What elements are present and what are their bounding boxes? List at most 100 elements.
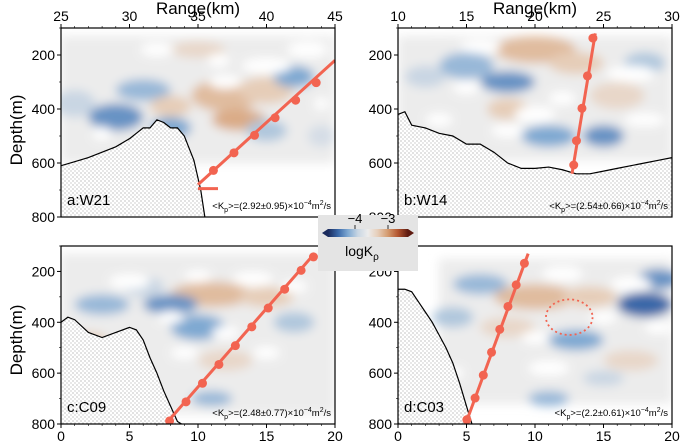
heatmap-cell (480, 317, 535, 338)
x-tick-label: 0 (57, 428, 65, 444)
annotation-sup: −4 (304, 200, 312, 207)
heatmap-field (61, 36, 335, 163)
trench-marker (250, 130, 260, 140)
annotation-part: m (312, 201, 320, 212)
x-tick-label: 20 (527, 8, 543, 24)
heatmap-cell (452, 273, 508, 295)
heatmap-gap (541, 266, 583, 282)
seafloor-fill (61, 119, 205, 217)
annotation-part: m (312, 408, 320, 419)
heatmap-cell (418, 36, 460, 53)
panel-label: b:W14 (404, 192, 447, 209)
annotation-part: /s (324, 408, 332, 419)
x-tick-label: 5 (126, 428, 134, 444)
x-tick-label: 0 (394, 428, 402, 444)
trench-marker (270, 113, 280, 123)
chart-panel: b:W14 <Kp>=(2.54±0.66)×10−4m2/s 10 15 20 25 30… (369, 8, 680, 225)
annotation-part: <K (549, 201, 562, 212)
heatmap-cell (404, 65, 446, 88)
seafloor-line (61, 316, 182, 424)
trench-marker (588, 33, 598, 43)
y-tick-label: 400 (32, 314, 56, 330)
colorbar-gradient (328, 229, 408, 237)
y-tick-label: 800 (32, 209, 56, 225)
annotation-part: >=(2.92±0.95)×10 (228, 201, 304, 212)
range-axis-title-right: Range(km) (493, 0, 577, 18)
heatmap-cell (232, 375, 274, 397)
seafloor-fill (61, 317, 182, 424)
x-tick-label: 40 (259, 8, 275, 24)
y-tick-label: 600 (369, 155, 393, 171)
heatmap-gap (314, 96, 329, 111)
x-tick-label: 25 (596, 8, 612, 24)
trench-marker (296, 265, 306, 275)
annotation-part: /s (661, 408, 669, 419)
trench-marker (291, 95, 301, 105)
trench-marker (487, 347, 497, 357)
heatmap-gap (548, 91, 577, 105)
heatmap-gap (170, 346, 198, 360)
heatmap-gap (108, 273, 151, 290)
heatmap-gap (589, 310, 618, 324)
chart-panel: c:C09 <Kp>=(2.48±0.77)×10−4m2/s 0 5 10 15 20 20… (32, 245, 343, 444)
heatmap-cell (582, 370, 625, 386)
heatmap-cell (307, 125, 335, 147)
diffusivity-annotation: <Kp>=(2.54±0.66)×10−4m2/s (549, 200, 668, 214)
trench-marker (503, 301, 513, 311)
colorbar-label: logKρ (345, 243, 379, 263)
annotation-part: <K (555, 408, 568, 419)
heatmap-cell (143, 294, 199, 315)
x-tick-label: 20 (327, 428, 343, 444)
heatmap-gap (606, 65, 656, 82)
chart-panel: d:C03 <Kp>=(2.2±0.61)×10−4m2/s0 5 10 15 20200… (369, 245, 680, 444)
heatmap-field (398, 36, 672, 161)
heatmap-gap (211, 326, 240, 339)
annotation-sup: 2 (320, 407, 324, 414)
heatmap-gap (528, 360, 570, 376)
panel-label: c:C09 (67, 399, 106, 416)
heatmap-gap (287, 41, 329, 58)
y-tick-label: 400 (369, 101, 393, 117)
diffusivity-annotation: <Kp>=(2.48±0.77)×10−4m2/s (212, 407, 331, 421)
chart-panel: a:W21 <Kp>=(2.92±0.95)×10−4m2/s 25 30 35 40 45… (32, 8, 343, 225)
anomaly-circle (545, 298, 594, 336)
colorbar-label-main: logK (345, 243, 374, 259)
heatmap-gap (241, 57, 292, 74)
heatmap-cell (88, 103, 144, 131)
annotation-sup: 2 (320, 200, 324, 207)
y-tick-label: 200 (369, 47, 393, 63)
colorbar-left-arrow (322, 229, 328, 237)
heatmap-gap (491, 123, 525, 138)
trench-marker (311, 78, 321, 88)
x-tick-label: 30 (122, 8, 138, 24)
trench-marker (478, 370, 488, 380)
trench-marker (470, 393, 480, 403)
x-tick-label: 25 (53, 8, 69, 24)
y-tick-label: 800 (32, 416, 56, 432)
panels: a:W21 <Kp>=(2.92±0.95)×10−4m2/s25 30 35 40 45… (32, 8, 680, 444)
seafloor-fill (398, 111, 672, 217)
annotation-part: /s (324, 201, 332, 212)
panel-content (398, 28, 672, 217)
heatmap-gap (207, 53, 230, 68)
heatmap-gap (452, 80, 481, 95)
annotation-part: >=(2.2±0.61)×10 (570, 408, 640, 419)
heatmap-cell (273, 312, 315, 333)
x-tick-label: 45 (327, 8, 343, 24)
annotation-part: >=(2.48±0.77)×10 (228, 408, 304, 419)
annotation-part: >=(2.54±0.66)×10 (565, 201, 641, 212)
y-tick-label: 600 (32, 365, 56, 381)
colorbar-background (318, 215, 418, 271)
heatmap-gap (232, 271, 274, 287)
colorbar-tick-label: −3 (381, 211, 396, 226)
trench-marker (214, 359, 224, 369)
heatmap-gap (459, 40, 501, 54)
annotation-sup: −4 (304, 407, 312, 414)
y-tick-label: 600 (369, 365, 393, 381)
annotation-part: /s (661, 201, 669, 212)
heatmap-cell (150, 95, 192, 118)
trench-marker (165, 416, 175, 424)
trench-marker (197, 378, 207, 388)
heatmap-cell (432, 307, 474, 328)
seafloor-line (398, 110, 672, 175)
